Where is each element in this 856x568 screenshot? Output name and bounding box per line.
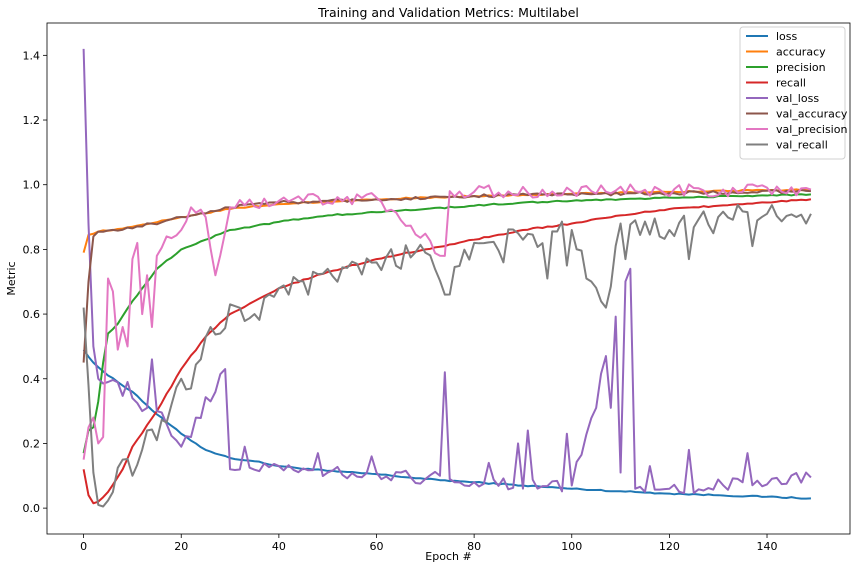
x-tick-label: 60: [369, 540, 383, 553]
x-tick-label: 80: [467, 540, 481, 553]
series-line-val_recall: [82, 203, 812, 508]
x-axis-label: Epoch #: [425, 550, 471, 563]
legend-label-val_accuracy: val_accuracy: [776, 108, 848, 121]
x-tick-label: 140: [757, 540, 778, 553]
legend-label-val_loss: val_loss: [776, 92, 819, 105]
x-tick-label: 20: [174, 540, 188, 553]
series-layer: [82, 48, 812, 508]
legend: loss accuracy precision recall val_loss val_a…: [739, 26, 848, 160]
series-line-val_accuracy: [82, 188, 812, 363]
y-tick-label: 0.4: [23, 373, 41, 386]
x-tick-label: 40: [272, 540, 286, 553]
axes-layer: 0 20 40 60 80 100 120 140 0.0 0.2 0.4 0.6 0.8 1.0 1.2 1…: [23, 22, 851, 553]
legend-label-precision: precision: [776, 61, 826, 74]
x-tick-label: 120: [659, 540, 680, 553]
y-tick-label: 1.0: [23, 179, 41, 192]
y-axis-label: Metric: [5, 261, 18, 295]
chart-title: Training and Validation Metrics: Multila…: [317, 5, 579, 20]
legend-label-loss: loss: [776, 30, 798, 43]
x-tick-label: 0: [80, 540, 87, 553]
legend-label-recall: recall: [776, 77, 806, 90]
y-tick-label: 0.8: [23, 243, 41, 256]
y-tick-label: 0.6: [23, 308, 41, 321]
legend-label-accuracy: accuracy: [776, 46, 826, 59]
x-tick-label: 100: [561, 540, 582, 553]
plot-frame: [46, 22, 851, 535]
series-line-loss: [82, 349, 811, 500]
series-line-val_precision: [82, 183, 812, 460]
y-tick-label: 1.2: [23, 114, 41, 127]
legend-label-val_recall: val_recall: [776, 139, 828, 152]
y-tick-label: 0.2: [23, 437, 41, 450]
series-line-val_loss: [82, 48, 812, 495]
legend-box: [739, 26, 846, 160]
legend-label-val_precision: val_precision: [776, 123, 847, 136]
series-line-precision: [82, 193, 812, 454]
y-tick-label: 0.0: [23, 502, 41, 515]
y-tick-label: 1.4: [23, 49, 41, 62]
